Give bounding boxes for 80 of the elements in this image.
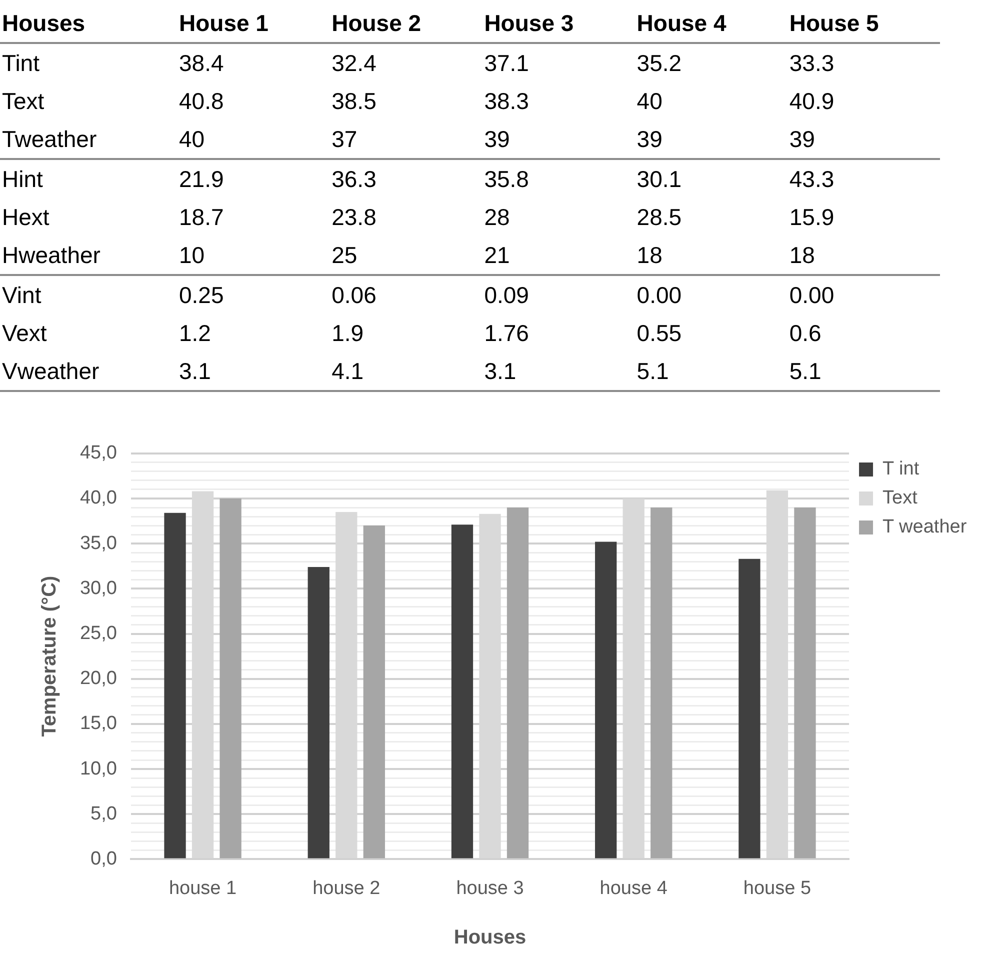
x-tick-label: house 1	[168, 878, 237, 899]
data-label: 15.9	[788, 203, 836, 232]
data-label: 28.5	[636, 203, 683, 232]
data-label: 36.3	[330, 165, 378, 194]
y-tick-label: Hint	[1, 165, 44, 194]
data-label: 39	[482, 120, 635, 159]
data-label: 28	[483, 203, 511, 232]
y-tick-label: Tint	[1, 49, 40, 78]
data-label: 21.9	[178, 165, 225, 194]
data-label: 40	[177, 120, 330, 159]
y-tick-label: Tweather	[0, 120, 177, 159]
y-tick-label: Hext	[1, 203, 50, 232]
data-label: 0.06	[330, 281, 378, 310]
data-label: 0.25	[178, 281, 225, 310]
data-label: 32.4	[330, 49, 378, 78]
x-tick-label: house 2	[312, 878, 380, 899]
y-tick-label: 45,0	[80, 442, 117, 464]
data-label: 18.7	[178, 203, 225, 232]
data-label: 38.4	[178, 49, 225, 78]
x-axis-title: Houses	[0, 4, 177, 43]
data-label: 0.55	[636, 319, 683, 348]
legend-label: T int	[882, 458, 920, 480]
data-label: 37.1	[483, 49, 530, 78]
data-label: 33.3	[788, 49, 836, 78]
y-tick-label: 25,0	[80, 622, 117, 644]
y-tick-label: 30,0	[80, 578, 117, 599]
legend-label: Text	[882, 488, 918, 509]
data-label: 1.2	[178, 319, 212, 348]
data-label: 37	[330, 120, 482, 159]
data-label: 38.5	[330, 87, 378, 116]
data-label: 25	[330, 236, 482, 275]
legend-label: T weather	[882, 516, 968, 538]
y-tick-label: Vint	[1, 281, 42, 310]
data-label: 0.00	[636, 281, 683, 310]
data-label: 35.2	[636, 49, 683, 78]
data-label: 0.00	[788, 281, 836, 310]
x-tick-label: house 3	[456, 878, 524, 899]
y-tick-label: 40,0	[80, 488, 117, 509]
y-axis-title: Temperature (°C)	[38, 576, 61, 737]
x-tick-label: House 1	[177, 4, 330, 43]
x-tick-label: House 5	[787, 4, 940, 43]
data-label: 4.1	[330, 352, 482, 391]
data-label: 0.09	[483, 281, 530, 310]
y-tick-label: Vext	[1, 319, 48, 348]
data-label: 38.3	[483, 87, 530, 116]
data-label: 23.8	[330, 203, 378, 232]
data-label: 39	[787, 120, 940, 159]
data-label: 5.1	[787, 352, 940, 391]
x-axis-title: Houses	[454, 926, 526, 949]
data-label: 40.8	[178, 87, 225, 116]
x-tick-label: House 4	[634, 4, 788, 43]
y-tick-label: 35,0	[80, 532, 117, 554]
data-label: 35.8	[483, 165, 530, 194]
y-tick-label: Text	[1, 87, 46, 116]
y-tick-label: 20,0	[80, 668, 117, 690]
data-label: 39	[634, 120, 788, 159]
data-label: 1.9	[330, 319, 365, 348]
data-label: 18	[634, 236, 788, 275]
data-label: 3.1	[177, 352, 330, 391]
x-tick-label: House 3	[482, 4, 635, 43]
data-label: 40.9	[788, 87, 836, 116]
data-label: 10	[177, 236, 330, 275]
data-label: 18	[787, 236, 940, 275]
data-label: 40	[636, 87, 664, 116]
data-label: 21	[482, 236, 635, 275]
y-tick-label: Vweather	[0, 352, 177, 391]
data-label: 0.6	[788, 319, 822, 348]
data-label: 5.1	[634, 352, 788, 391]
data-label: 3.1	[482, 352, 635, 391]
x-tick-label: House 2	[330, 4, 482, 43]
data-label: 30.1	[636, 165, 683, 194]
y-tick-label: 0,0	[90, 848, 117, 870]
y-tick-label: 10,0	[80, 758, 117, 780]
x-tick-label: house 4	[600, 878, 668, 899]
data-label: 43.3	[788, 165, 836, 194]
y-tick-label: 5,0	[90, 803, 117, 824]
y-tick-label: Hweather	[0, 236, 177, 275]
x-tick-label: house 5	[743, 878, 812, 899]
data-label: 1.76	[483, 319, 530, 348]
y-tick-label: 15,0	[80, 713, 117, 734]
